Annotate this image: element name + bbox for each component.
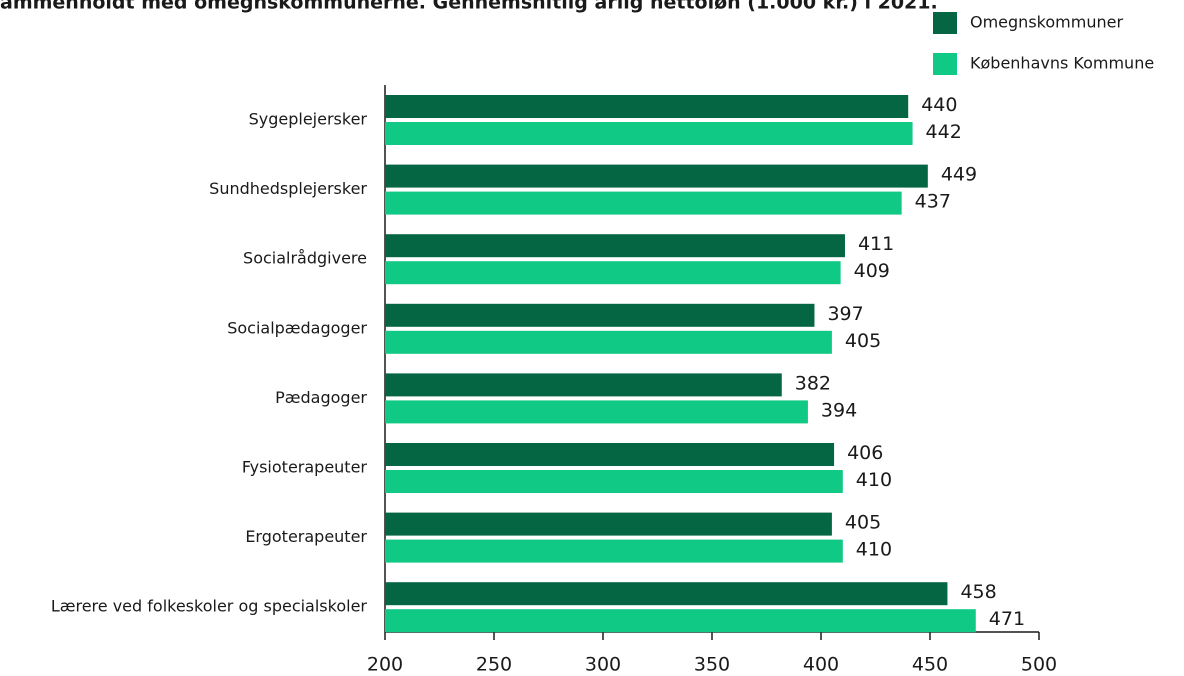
value-label: 406 [847, 442, 883, 464]
y-tick-label: Sygeplejersker [249, 110, 368, 129]
x-tick-label: 300 [585, 654, 621, 676]
value-label: 458 [960, 581, 996, 603]
value-label: 442 [926, 121, 962, 143]
value-label: 449 [941, 164, 977, 186]
value-label: 410 [856, 469, 892, 491]
legend-label: Omegnskommuner [970, 13, 1123, 32]
value-label: 411 [858, 233, 894, 255]
legend-swatch [933, 12, 957, 34]
value-label: 409 [854, 260, 890, 282]
legend-swatch [933, 53, 957, 75]
value-label: 471 [989, 608, 1025, 630]
x-tick-label: 350 [694, 654, 730, 676]
y-tick-label: Socialpædagoger [227, 318, 367, 337]
value-label: 410 [856, 539, 892, 561]
y-tick-label: Socialrådgivere [243, 249, 367, 268]
y-tick-label: Ergoterapeuter [245, 527, 367, 546]
bar [385, 261, 841, 285]
value-label: 440 [921, 94, 957, 116]
bar [385, 234, 845, 258]
value-label: 382 [795, 372, 831, 394]
bar [385, 443, 835, 466]
value-label: 405 [845, 330, 881, 352]
bar [385, 609, 976, 633]
bar [385, 512, 832, 536]
y-tick-label: Sundhedsplejersker [209, 179, 367, 198]
x-tick-label: 200 [367, 654, 403, 676]
value-label: 394 [821, 399, 857, 421]
x-tick-label: 250 [476, 654, 512, 676]
x-tick-label: 450 [912, 654, 948, 676]
bar [385, 400, 808, 424]
y-tick-label: Fysioterapeuter [242, 458, 368, 477]
bar [385, 582, 948, 606]
bar [385, 122, 913, 145]
x-tick-label: 400 [803, 654, 839, 676]
bar [385, 303, 815, 327]
bar [385, 539, 843, 563]
bar [385, 191, 902, 215]
value-label: 437 [915, 191, 951, 213]
bar [385, 373, 782, 397]
bar [385, 330, 832, 354]
value-label: 405 [845, 512, 881, 534]
legend-label: Københavns Kommune [970, 54, 1154, 73]
y-tick-label: Pædagoger [275, 388, 367, 407]
bar [385, 164, 928, 188]
value-label: 397 [827, 303, 863, 325]
bar [385, 95, 909, 118]
x-tick-label: 500 [1021, 654, 1057, 676]
bar [385, 470, 843, 493]
y-tick-label: Lærere ved folkeskoler og specialskoler [51, 597, 368, 616]
chart-title: ammenholdt med omegnskommunerne. Gennems… [0, 0, 938, 14]
